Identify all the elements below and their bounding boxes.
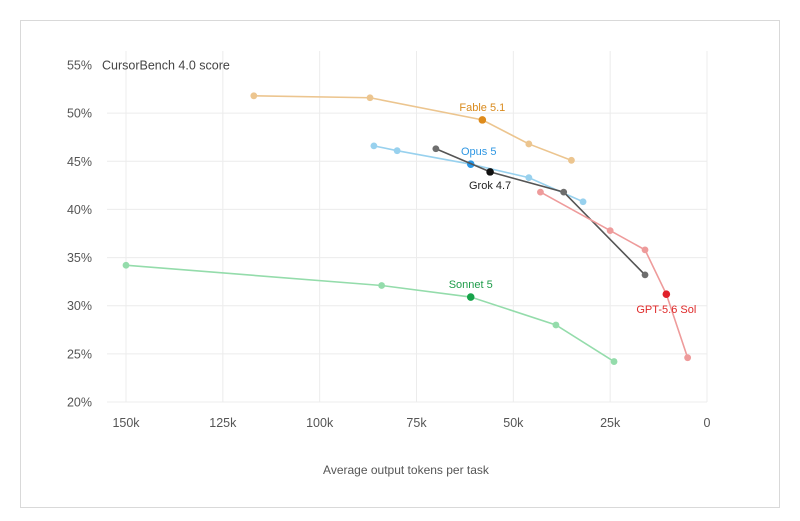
data-point (560, 188, 568, 196)
data-point (122, 261, 130, 269)
y-tick-label: 45% (67, 155, 92, 169)
x-tick-label: 25k (600, 416, 621, 430)
y-axis-title: CursorBench 4.0 score (102, 59, 230, 73)
data-point (610, 358, 618, 365)
series-sonnet-5 (122, 261, 618, 365)
y-tick-label: 30% (67, 299, 92, 313)
chart-frame: CursorBench 4.0 score Average output tok… (20, 20, 780, 508)
data-point (378, 282, 386, 289)
highlight-point (466, 293, 475, 301)
series-label-grok-4-7: Grok 4.7 (469, 180, 511, 192)
y-tick-label: 50% (67, 107, 92, 121)
data-point (370, 142, 378, 150)
data-point (641, 271, 649, 279)
data-point (641, 246, 649, 254)
highlight-point (486, 168, 494, 176)
highlight-point (478, 116, 487, 124)
y-tick-label: 55% (67, 59, 92, 73)
series-line-fable-5-1 (253, 95, 572, 162)
series-fable-5-1 (250, 92, 575, 164)
chart: CursorBench 4.0 score Average output tok… (67, 51, 711, 478)
series-grok-4-7 (432, 145, 649, 279)
series-label-opus-5: Opus 5 (461, 146, 496, 158)
data-point (568, 156, 575, 164)
data-point (525, 174, 533, 182)
data-point (579, 198, 587, 206)
data-point (432, 145, 440, 153)
data-point (525, 140, 533, 148)
axes: CursorBench 4.0 score Average output tok… (67, 59, 711, 478)
x-tick-label: 0 (704, 416, 711, 430)
series (122, 92, 692, 365)
y-tick-label: 25% (67, 347, 92, 361)
x-tick-label: 100k (306, 416, 334, 430)
series-label-sonnet-5: Sonnet 5 (449, 279, 493, 291)
series-line-sonnet-5 (125, 264, 615, 363)
series-line-gpt-5-6-sol (540, 191, 689, 358)
series-label-gpt-5-6-sol: GPT-5.6 Sol (636, 304, 696, 316)
y-tick-label: 40% (67, 203, 92, 217)
x-axis-title: Average output tokens per task (323, 463, 490, 477)
x-tick-label: 50k (503, 416, 524, 430)
y-tick-label: 20% (67, 396, 92, 410)
x-tick-label: 75k (406, 416, 427, 430)
data-point (250, 92, 258, 100)
series-labels: Fable 5.1 Opus 5 Grok 4.7 GPT-5.6 Sol Sonnet… (449, 102, 697, 316)
x-tick-label: 125k (209, 416, 237, 430)
data-point (606, 227, 614, 235)
y-tick-label: 35% (67, 251, 92, 265)
series-label-fable-5-1: Fable 5.1 (459, 102, 505, 114)
data-point (393, 147, 401, 155)
data-point (684, 354, 692, 362)
grid (107, 51, 708, 403)
series-gpt-5-6-sol (537, 188, 692, 362)
data-point (366, 94, 374, 102)
data-point (537, 188, 544, 196)
data-point (552, 321, 560, 329)
series-line-grok-4-7 (435, 148, 646, 276)
highlight-point (662, 290, 671, 298)
x-tick-label: 150k (112, 416, 140, 430)
